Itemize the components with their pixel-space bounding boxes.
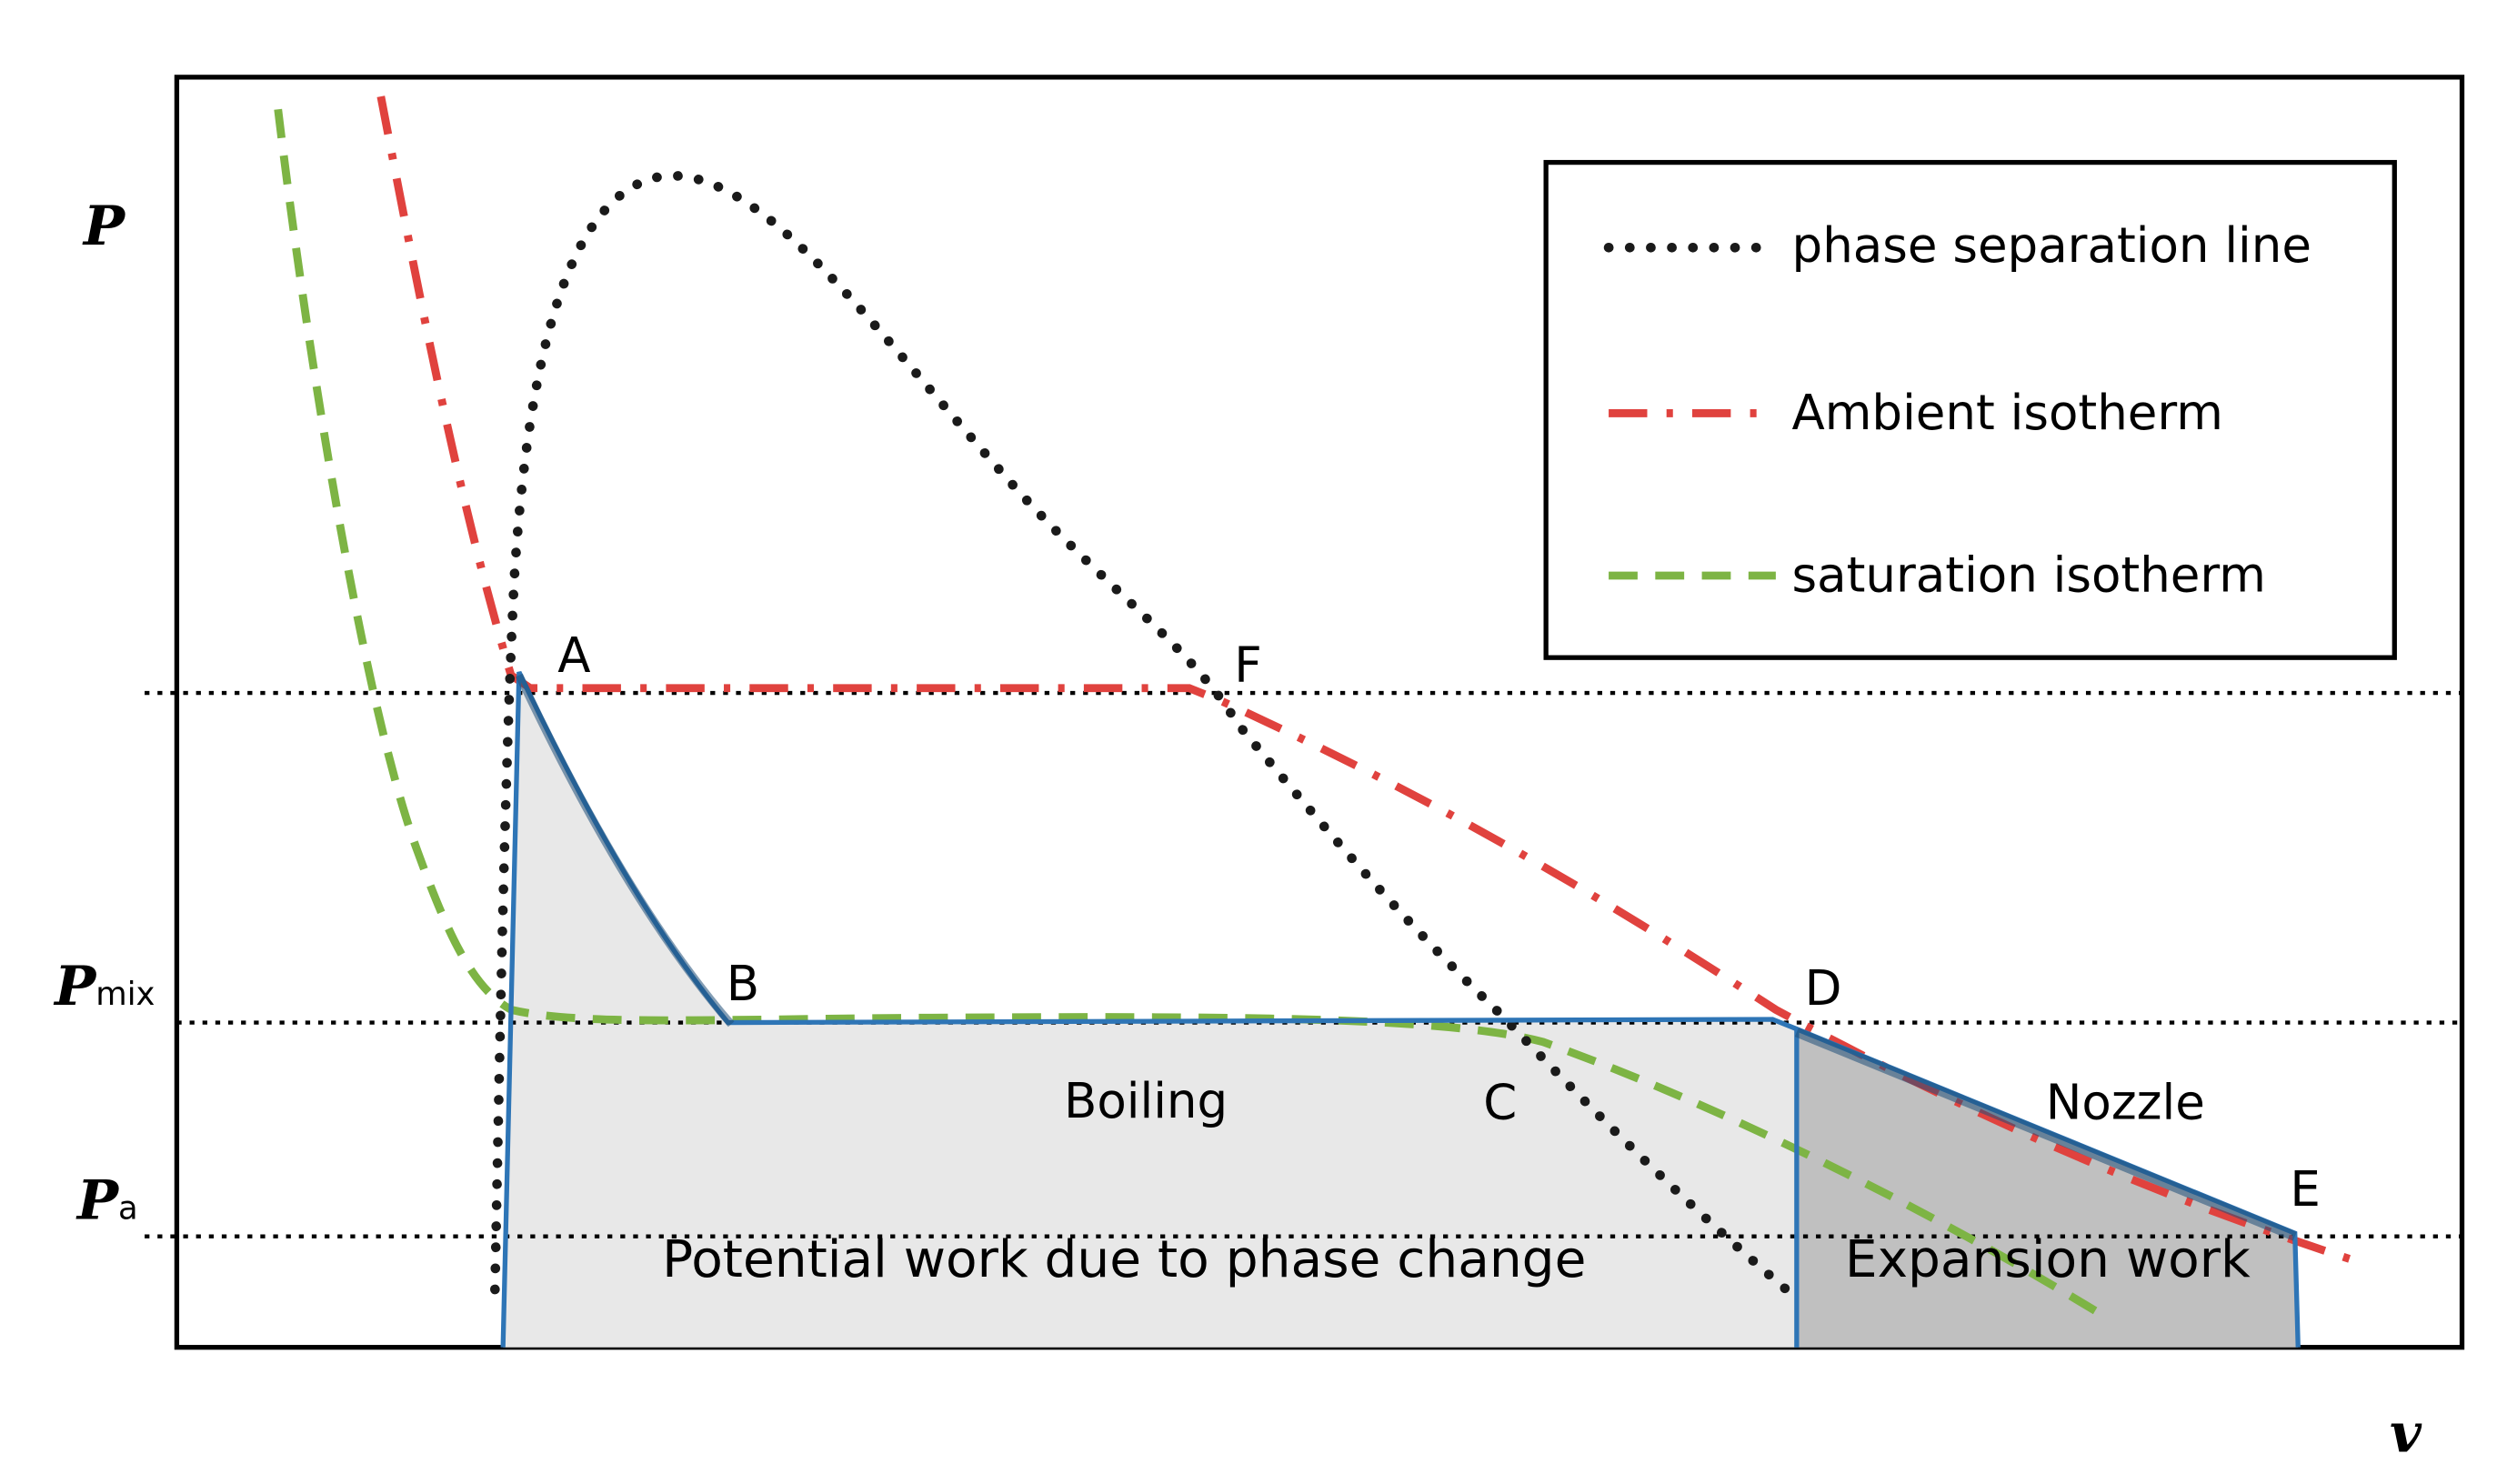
phase-separation-line [490,170,1797,1299]
point-c-label: C [1483,1075,1517,1131]
expansion-work-label: Expansion work [1845,1229,2251,1289]
y-axis-symbol: P [82,195,126,258]
nozzle-label: Nozzle [2046,1075,2205,1131]
boiling-label: Boiling [1064,1073,1228,1129]
point-e-label: E [2290,1161,2320,1218]
point-d-label: D [1805,960,1842,1017]
legend-label-ambient-isotherm: Ambient isotherm [1792,385,2223,441]
pa-label: Pa [75,1168,138,1232]
point-b-label: B [727,956,759,1012]
legend-label-phase-separation: phase separation line [1792,217,2311,274]
pmix-label: Pmix [53,955,155,1018]
legend-item-ambient-isotherm: Ambient isotherm [1609,385,2223,441]
legend-item-saturation-isotherm: saturation isotherm [1609,547,2266,604]
expansion-work-region [1796,1028,2299,1348]
x-axis-symbol: v [2390,1402,2422,1466]
point-a-label: A [557,627,590,684]
legend-item-phase-separation: phase separation line [1603,217,2311,274]
d-e-nozzle-stroke [1794,1028,2297,1241]
legend-box [1543,159,2397,660]
saturation-isotherm [274,108,2100,1316]
ambient-isotherm [376,95,2352,1263]
a-b-expansion-stroke [515,673,735,1028]
potential-work-region [503,672,1797,1348]
legend: phase separation line Ambient isotherm s… [1543,159,2397,660]
potential-work-label: Potential work due to phase change [662,1229,1586,1289]
point-f-label: F [1234,637,1261,694]
legend-label-saturation-isotherm: saturation isotherm [1792,547,2266,604]
